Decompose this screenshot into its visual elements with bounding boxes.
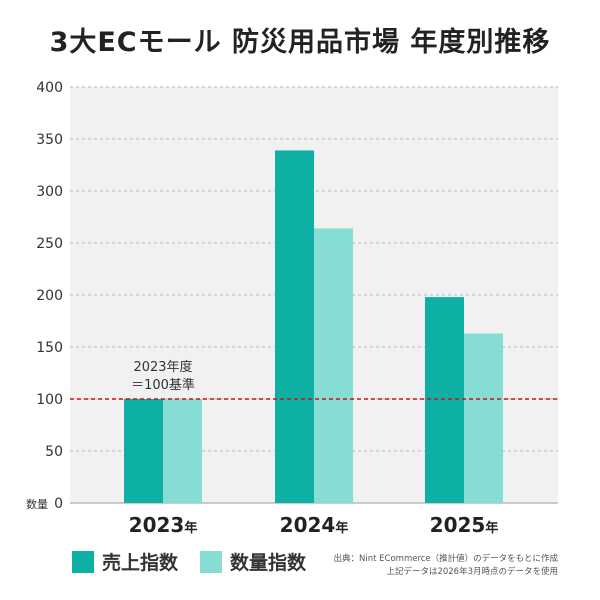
legend-label-sales: 売上指数	[102, 552, 179, 574]
bar-quantity-2023	[163, 399, 202, 503]
legend-swatch-quantity	[200, 550, 223, 573]
y-tick-label: 300	[36, 184, 63, 200]
y-tick-label: 50	[45, 444, 63, 460]
legend-item-sales: 売上指数	[72, 548, 178, 575]
bar-sales-2023	[124, 399, 163, 503]
y-tick-label: 150	[36, 340, 63, 356]
legend-swatch-sales	[72, 550, 94, 573]
bar-quantity-2025	[464, 333, 503, 503]
source-note-line2: 上記データは2026年3月時点のデータを使用	[386, 567, 558, 577]
bar-sales-2025	[425, 297, 464, 503]
source-note-line1: 出典：Nint ECommerce（推計値）のデータをもとに作成	[333, 554, 558, 564]
y-tick-label: 0	[54, 496, 63, 512]
legend-label-quantity: 数量指数	[230, 552, 307, 574]
legend-item-quantity: 数量指数	[200, 548, 306, 575]
x-tick-label-2023: 2023年	[129, 513, 198, 537]
bar-quantity-2024	[314, 228, 353, 503]
chart-title: 3大ECモール 防災用品市場 年度別推移	[49, 27, 551, 58]
chart-legend: 売上指数 数量指数	[72, 548, 328, 575]
bar-sales-2024	[275, 150, 314, 503]
y-tick-label: 350	[36, 132, 63, 148]
y-tick-label: 100	[36, 392, 63, 408]
source-note: 出典：Nint ECommerce（推計値）のデータをもとに作成 上記データは2…	[334, 553, 558, 579]
x-tick-label-2024: 2024年	[280, 513, 349, 537]
x-tick-label-2025: 2025年	[430, 513, 499, 537]
y-tick-label: 200	[36, 288, 63, 304]
y-axis-label: 数量	[26, 498, 48, 511]
annotation-line1: 2023年度	[133, 359, 192, 375]
y-tick-label: 250	[36, 236, 63, 252]
annotation-line2: ＝100基準	[131, 377, 195, 393]
y-tick-label: 400	[36, 80, 63, 96]
